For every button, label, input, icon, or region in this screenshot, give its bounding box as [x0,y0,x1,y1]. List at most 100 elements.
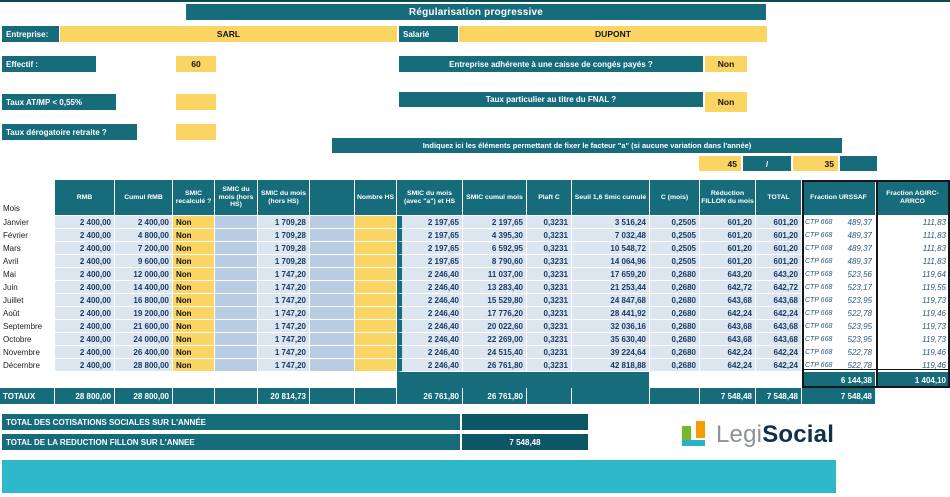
cumul-rmb-cell: 24 000,00 [115,333,173,346]
nombre-hs-input-cell[interactable] [355,359,397,372]
total-cell: 601,20 [756,216,802,229]
empty-cell [215,307,258,320]
nombre-hs-input-cell[interactable] [355,242,397,255]
empty-cell [310,307,355,320]
entreprise-input[interactable]: SARL [60,26,397,42]
smic-recalc-input-cell[interactable]: Non [173,307,215,320]
taux-atmp-input[interactable] [176,94,216,110]
nombre-hs-input-cell[interactable] [355,346,397,359]
facteur-a-denominator-input[interactable]: 35 [793,156,838,171]
col-header-smic-mois-hors-hs-1: SMIC du mois (hors HS) [215,180,258,216]
table-row: Juillet 2 400,00 16 800,00 Non 1 747,20 2 246… [0,294,950,307]
smic-hors-hs-cell: 1 747,20 [258,281,310,294]
cotisations-total-value [462,414,588,430]
rmb-cell: 2 400,00 [55,333,115,346]
smic-recalc-input-cell[interactable]: Non [173,216,215,229]
smic-hors-hs-cell: 1 709,28 [258,255,310,268]
smic-avec-a-cell: 2 197,65 [397,229,463,242]
fraction-agirc-cell: 111,83 [876,216,950,229]
nombre-hs-input-cell[interactable] [355,268,397,281]
smic-recalc-input-cell[interactable]: Non [173,281,215,294]
smic-recalc-input-cell[interactable]: Non [173,242,215,255]
empty-cell [650,372,802,388]
smic-recalc-input-cell[interactable]: Non [173,255,215,268]
totals-smic-avec-a: 26 761,80 [397,388,463,404]
fraction-urssaf-value: 522,78 [847,347,872,357]
rmb-cell: 2 400,00 [55,242,115,255]
empty-cell [310,242,355,255]
total-cell: 643,68 [756,333,802,346]
empty-cell [310,359,355,372]
smic-hors-hs-cell: 1 747,20 [258,294,310,307]
cumul-rmb-cell: 2 400,00 [115,216,173,229]
smic-cumul-cell: 22 269,00 [463,333,527,346]
rmb-cell: 2 400,00 [55,255,115,268]
seuil-cell: 10 548,72 [572,242,650,255]
c-mois-cell: 0,2680 [650,333,700,346]
fraction-urssaf-cell: CTP 668 489,37 [802,229,876,242]
nombre-hs-input-cell[interactable] [355,229,397,242]
fnal-input[interactable]: Non [705,92,747,112]
nombre-hs-input-cell[interactable] [355,307,397,320]
totals-empty-cell [173,388,215,404]
nombre-hs-input-cell[interactable] [355,281,397,294]
taux-atmp-label: Taux AT/MP < 0,55% [2,94,116,110]
facteur-a-numerator-input[interactable]: 45 [699,156,741,171]
smic-recalc-input-cell[interactable]: Non [173,229,215,242]
row-header-mois: Mois [0,180,55,216]
month-label: Octobre [0,333,55,346]
smic-avec-a-cell: 2 197,65 [397,242,463,255]
effectif-input[interactable]: 60 [176,56,216,72]
total-cell: 642,24 [756,346,802,359]
ctp-label: CTP 668 [805,244,833,252]
col-header-nombre-hs: Nombre HS [355,180,397,216]
smic-recalc-input-cell[interactable]: Non [173,320,215,333]
nombre-hs-input-cell[interactable] [355,255,397,268]
fraction-urssaf-cell: CTP 668 489,37 [802,242,876,255]
table-row: Mai 2 400,00 12 000,00 Non 1 747,20 2 246,40 1… [0,268,950,281]
rmb-cell: 2 400,00 [55,346,115,359]
totals-total: 7 548,48 [756,388,802,404]
nombre-hs-input-cell[interactable] [355,320,397,333]
plaft-c-cell: 0,3231 [527,255,572,268]
fraction-agirc-cell: 119,46 [876,359,950,372]
nombre-hs-input-cell[interactable] [355,294,397,307]
fraction-urssaf-cell: CTP 668 523,56 [802,268,876,281]
cumul-rmb-cell: 7 200,00 [115,242,173,255]
nombre-hs-input-cell[interactable] [355,333,397,346]
total-cell: 643,68 [756,320,802,333]
effectif-label: Effectif : [2,56,96,72]
fraction-urssaf-cell: CTP 668 523,95 [802,320,876,333]
c-mois-cell: 0,2680 [650,268,700,281]
empty-cell [310,255,355,268]
conges-payes-input[interactable]: Non [705,56,747,72]
c-mois-cell: 0,2680 [650,281,700,294]
cumul-rmb-cell: 12 000,00 [115,268,173,281]
smic-hors-hs-cell: 1 709,28 [258,216,310,229]
smic-recalc-input-cell[interactable]: Non [173,346,215,359]
fraction-urssaf-cell: CTP 668 522,78 [802,346,876,359]
salarie-input[interactable]: DUPONT [459,26,767,42]
nombre-hs-input-cell[interactable] [355,216,397,229]
col-header-seuil-smic-cumule: Seuil 1,6 Smic cumulé [572,180,650,216]
empty-cell [215,346,258,359]
empty-cell [310,268,355,281]
seuil-cell: 3 516,24 [572,216,650,229]
seuil-cell: 24 847,68 [572,294,650,307]
smic-avec-a-cell: 2 246,40 [397,346,463,359]
smic-recalc-input-cell[interactable]: Non [173,294,215,307]
smic-recalc-input-cell[interactable]: Non [173,268,215,281]
fraction-urssaf-value: 523,95 [847,321,872,331]
smic-avec-a-cell: 2 246,40 [397,307,463,320]
smic-recalc-input-cell[interactable]: Non [173,359,215,372]
month-label: Janvier [0,216,55,229]
total-cell: 642,24 [756,307,802,320]
month-label: Mars [0,242,55,255]
c-mois-cell: 0,2680 [650,359,700,372]
taux-derogatoire-input[interactable] [176,124,216,140]
seuil-cell: 21 253,44 [572,281,650,294]
reduction-fillon-cell: 601,20 [700,216,756,229]
cumul-rmb-cell: 26 400,00 [115,346,173,359]
fraction-urssaf-cell: CTP 668 523,95 [802,333,876,346]
smic-recalc-input-cell[interactable]: Non [173,333,215,346]
